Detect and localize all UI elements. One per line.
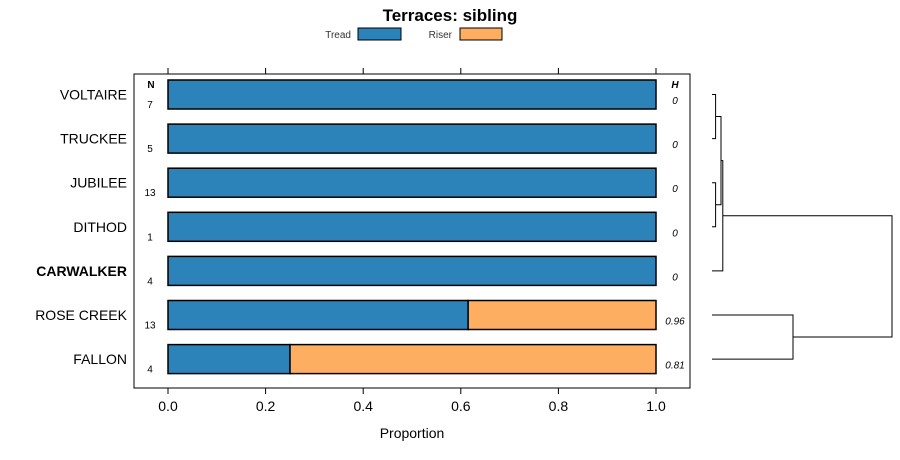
h-value-fallon: 0.81	[665, 361, 684, 372]
category-label-fallon: FALLON	[73, 351, 127, 367]
legend-label-tread: Tread	[325, 30, 351, 41]
x-axis: 0.0 0.2 0.4 0.6 0.8 1.0	[158, 68, 666, 414]
h-value-voltaire: 0	[672, 96, 678, 107]
n-value-voltaire: 7	[147, 100, 153, 111]
category-labels: VOLTAIRE TRUCKEE JUBILEE DITHOD CARWALKER ROS…	[35, 87, 127, 368]
n-value-dithod: 1	[147, 232, 153, 243]
n-value-truckee: 5	[147, 144, 153, 155]
dendrogram-branch	[712, 314, 794, 360]
x-tick-label: 0.6	[451, 398, 471, 414]
x-tick-label: 0.4	[353, 398, 373, 414]
bar-carwalker-tread	[167, 255, 657, 287]
bars-layer	[167, 79, 657, 375]
bar-truckee-tread	[167, 123, 657, 154]
h-value-carwalker: 0	[672, 272, 678, 283]
column-header-n: N	[147, 80, 154, 91]
h-value-jubilee: 0	[672, 184, 678, 195]
n-value-carwalker: 4	[147, 276, 153, 287]
dendrogram-branch	[712, 94, 717, 140]
x-tick-label: 1.0	[646, 398, 666, 414]
dendrogram	[712, 94, 893, 360]
dendrogram-branch	[715, 116, 722, 206]
x-tick-label: 0.0	[158, 398, 178, 414]
n-value-rose-creek: 13	[144, 321, 156, 332]
category-label-jubilee: JUBILEE	[70, 175, 127, 191]
legend-swatch-riser	[459, 27, 503, 41]
h-value-dithod: 0	[672, 228, 678, 239]
category-label-truckee: TRUCKEE	[60, 131, 127, 147]
bar-rose-creek-riser	[467, 299, 657, 331]
dendrogram-root	[722, 215, 893, 338]
x-tick-label: 0.8	[549, 398, 569, 414]
n-value-jubilee: 13	[144, 188, 156, 199]
category-label-carwalker: CARWALKER	[36, 263, 127, 279]
bar-dithod-tread	[167, 211, 657, 243]
bar-fallon-tread	[167, 343, 291, 375]
bar-fallon-riser	[289, 343, 657, 375]
legend-label-riser: Riser	[429, 30, 453, 41]
x-axis-title: Proportion	[380, 425, 445, 441]
h-value-truckee: 0	[672, 140, 678, 151]
column-header-h: H	[671, 80, 679, 91]
x-tick-label: 0.2	[256, 398, 276, 414]
category-label-voltaire: VOLTAIRE	[60, 87, 127, 103]
n-value-fallon: 4	[147, 365, 153, 376]
dendrogram-branch	[712, 182, 717, 228]
legend-swatch-tread	[357, 27, 402, 41]
h-value-rose-creek: 0.96	[665, 317, 685, 328]
bar-voltaire-tread	[167, 79, 657, 110]
bar-jubilee-tread	[167, 167, 657, 198]
legend: Tread Riser	[325, 27, 503, 41]
bar-rose-creek-tread	[167, 299, 469, 331]
category-label-rose-creek: ROSE CREEK	[35, 307, 127, 323]
category-label-dithod: DITHOD	[73, 219, 127, 235]
h-labels: 0 0 0 0 0 0.96 0.81	[665, 96, 685, 372]
chart-title: Terraces: sibling	[383, 6, 518, 25]
plot-frame	[133, 73, 691, 389]
n-labels: 7 5 13 1 4 13 4	[144, 100, 156, 376]
